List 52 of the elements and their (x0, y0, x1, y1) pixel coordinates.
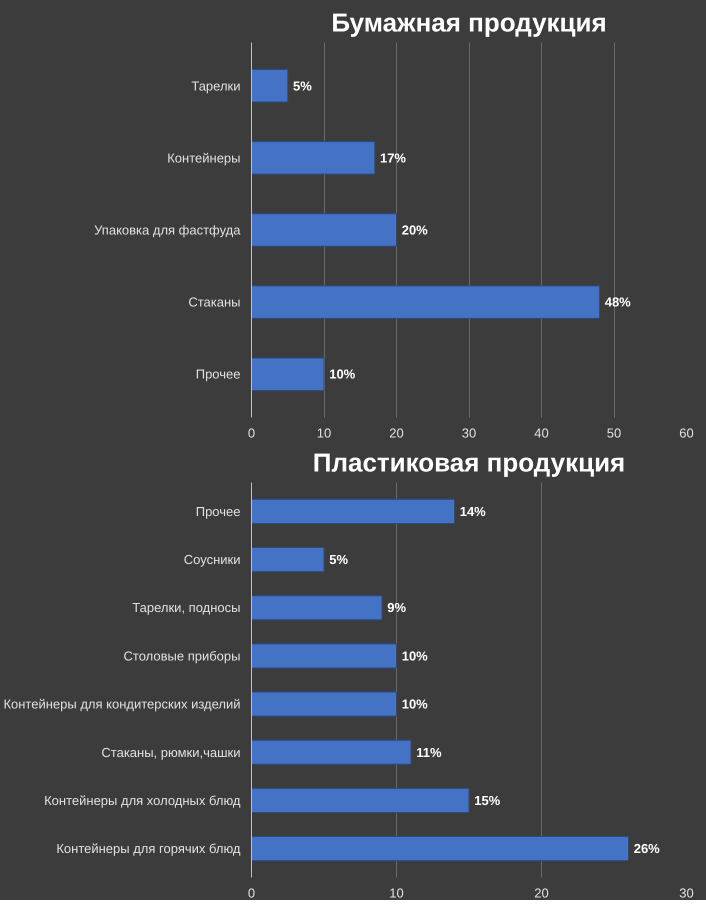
bar (252, 740, 412, 765)
bar (252, 595, 382, 620)
x-tick-label: 60 (679, 426, 694, 440)
x-tick-label: 30 (462, 426, 476, 440)
data-label: 14% (460, 504, 486, 519)
bar (252, 692, 397, 717)
data-label: 11% (416, 744, 442, 760)
y-tick-label: Контейнеры для горячих блюд (56, 841, 241, 856)
y-tick-label: Стаканы (188, 294, 241, 310)
bar (252, 141, 376, 175)
x-tick-label: 10 (389, 886, 404, 900)
y-tick-label: Стаканы, рюмки,чашки (101, 744, 241, 760)
chart-title: Бумажная продукция (331, 8, 607, 38)
bar (252, 285, 600, 319)
data-label: 17% (380, 150, 406, 166)
x-tick-label: 0 (248, 426, 256, 440)
x-tick-label: 30 (679, 886, 694, 900)
x-tick-label: 50 (606, 426, 622, 440)
data-label: 5% (329, 552, 348, 568)
y-tick-label: Столовые приборы (124, 648, 241, 664)
bar (252, 69, 288, 102)
y-tick-label: Тарелки, подносы (132, 600, 241, 616)
y-tick-label: Контейнеры (167, 150, 240, 166)
bar (252, 358, 324, 391)
bar (252, 498, 455, 524)
y-tick-label: Контейнеры для холодных блюд (44, 792, 241, 808)
bar (252, 836, 629, 862)
x-tick-label: 0 (248, 886, 256, 900)
bar (252, 643, 397, 668)
data-label: 10% (402, 648, 428, 664)
x-tick-label: 20 (389, 426, 404, 440)
bar (252, 213, 397, 247)
data-label: 9% (387, 600, 406, 616)
y-tick-label: Упаковка для фастфуда (94, 222, 242, 238)
data-label: 26% (634, 841, 660, 856)
y-tick-label: Соусники (184, 552, 240, 568)
y-tick-label: Тарелки (191, 78, 241, 94)
y-tick-label: Прочее (196, 504, 241, 519)
x-tick-label: 10 (316, 426, 332, 440)
x-tick-label: 20 (534, 886, 549, 900)
y-tick-label: Контейнеры для кондитерских изделий (3, 696, 240, 712)
data-label: 48% (604, 294, 632, 310)
data-label: 10% (329, 366, 356, 382)
data-label: 5% (292, 78, 312, 94)
bar (252, 788, 470, 813)
x-tick-label: 40 (534, 426, 549, 440)
y-tick-label: Прочее (196, 366, 241, 382)
chart-title: Пластиковая продукция (312, 448, 626, 478)
bar (252, 547, 324, 572)
data-label: 20% (402, 222, 428, 238)
data-label: 15% (474, 792, 501, 808)
data-label: 10% (402, 696, 428, 712)
